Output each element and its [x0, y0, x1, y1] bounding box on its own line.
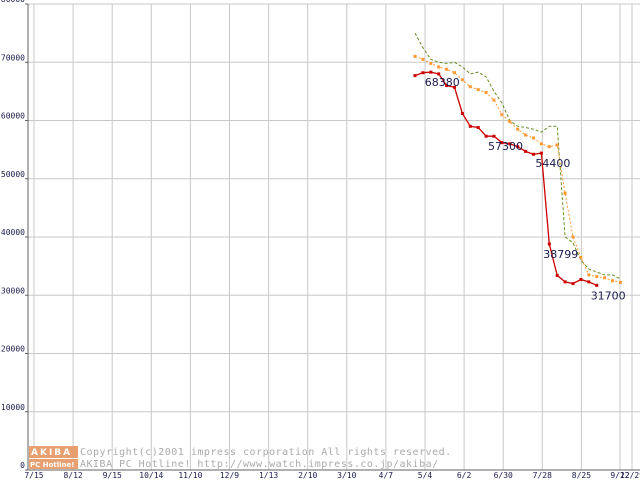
y-axis-ticks: 0 10000 20000 30000 40000 50000 60000 70000 8000…	[1, 0, 25, 470]
data-label: 57300	[488, 140, 523, 153]
x-tick-label: 5/4	[418, 471, 433, 480]
y-tick-label: 30000	[1, 286, 25, 295]
y-tick-label: 40000	[1, 228, 25, 237]
x-tick-label: 1/13	[259, 471, 278, 480]
data-point	[453, 85, 456, 89]
data-point	[413, 54, 417, 58]
data-point	[468, 124, 472, 128]
chart-grid	[25, 3, 640, 471]
data-point	[413, 74, 417, 78]
x-tick-label: 3/10	[337, 471, 356, 480]
data-point	[429, 70, 433, 74]
y-tick-label: 60000	[1, 112, 25, 121]
data-point	[421, 57, 425, 61]
data-point	[500, 141, 504, 145]
data-point	[421, 71, 425, 75]
data-point	[476, 125, 480, 129]
chart-series	[413, 32, 622, 287]
data-point	[587, 280, 591, 284]
data-point	[492, 98, 496, 102]
copyright-watermark: AKIBA PC Hotline! Copyright(c)2001 impre…	[29, 446, 452, 470]
data-point	[524, 133, 528, 137]
data-point	[508, 142, 512, 146]
data-point	[492, 134, 496, 138]
x-tick-label: 6/30	[494, 471, 513, 480]
copyright-line: Copyright(c)2001 impress corporation All…	[80, 447, 452, 458]
x-tick-label: 10/14	[139, 471, 163, 480]
data-point	[532, 152, 535, 156]
x-tick-label: 4/7	[379, 471, 394, 480]
site-url-line: AKIBA PC Hotline! http://www.watch.impre…	[80, 459, 439, 470]
data-point	[476, 88, 480, 92]
x-axis-ticks: 7/15 8/12 9/15 10/14 11/10 12/9 1/13 2/10 3/10 4/…	[24, 471, 640, 480]
x-tick-label: 6/2	[457, 471, 472, 480]
data-label: 54400	[535, 157, 570, 170]
data-point	[539, 142, 543, 146]
x-tick-label: 7/15	[24, 471, 43, 480]
data-point	[563, 191, 567, 195]
data-point	[445, 84, 449, 88]
data-point	[437, 65, 441, 69]
logo-hotline: PC Hotline!	[30, 461, 74, 469]
x-tick-label: 11/10	[178, 471, 202, 480]
x-tick-label: 12/9	[220, 471, 239, 480]
data-labels: 68380 57300 54400 38799 31700	[425, 76, 626, 302]
data-point	[563, 280, 567, 284]
x-tick-label: 8/25	[572, 471, 591, 480]
y-tick-label: 70000	[1, 53, 25, 62]
logo-akiba: AKIBA	[31, 448, 72, 458]
x-tick-label: 7/28	[533, 471, 552, 480]
data-point	[603, 276, 607, 280]
data-point	[579, 278, 583, 282]
data-point	[532, 136, 535, 140]
x-tick-label: 2/10	[298, 471, 317, 480]
data-point	[516, 145, 520, 149]
data-point	[524, 149, 528, 153]
data-point	[437, 72, 441, 76]
data-point	[484, 134, 488, 138]
data-point	[579, 255, 583, 259]
data-point	[547, 145, 551, 149]
logo-bottom-bg	[29, 459, 78, 469]
data-point	[453, 71, 456, 75]
x-tick-label: 12/29	[620, 471, 640, 480]
x-tick-label: 9/15	[103, 471, 122, 480]
data-label: 38799	[543, 248, 578, 261]
data-point	[460, 112, 464, 116]
data-point	[484, 91, 488, 95]
data-label: 68380	[425, 76, 460, 89]
data-point	[516, 127, 520, 131]
y-tick-label: 0	[20, 461, 25, 470]
data-point	[445, 67, 449, 71]
data-point	[571, 235, 575, 239]
data-point	[571, 282, 575, 286]
data-label: 31700	[591, 289, 626, 302]
data-point	[539, 151, 543, 155]
data-point	[500, 113, 504, 117]
logo-top-bg	[29, 446, 78, 458]
data-point	[611, 279, 614, 283]
x-tick-label: 8/12	[63, 471, 82, 480]
y-tick-label: 10000	[1, 403, 25, 412]
y-tick-label: 80000	[1, 0, 25, 4]
data-point	[468, 85, 472, 89]
data-point	[555, 143, 559, 147]
y-tick-label: 20000	[1, 345, 25, 354]
data-point	[595, 283, 599, 287]
y-tick-label: 50000	[1, 170, 25, 179]
series-line	[414, 32, 621, 280]
data-point	[587, 273, 591, 277]
data-point	[429, 61, 433, 65]
data-point	[547, 242, 551, 246]
data-point	[460, 78, 464, 82]
data-point	[618, 280, 622, 284]
data-point	[508, 120, 512, 124]
series-line	[414, 55, 621, 283]
data-point	[595, 275, 599, 279]
data-point	[555, 273, 559, 277]
x-tick-label: 9/22	[610, 471, 629, 480]
